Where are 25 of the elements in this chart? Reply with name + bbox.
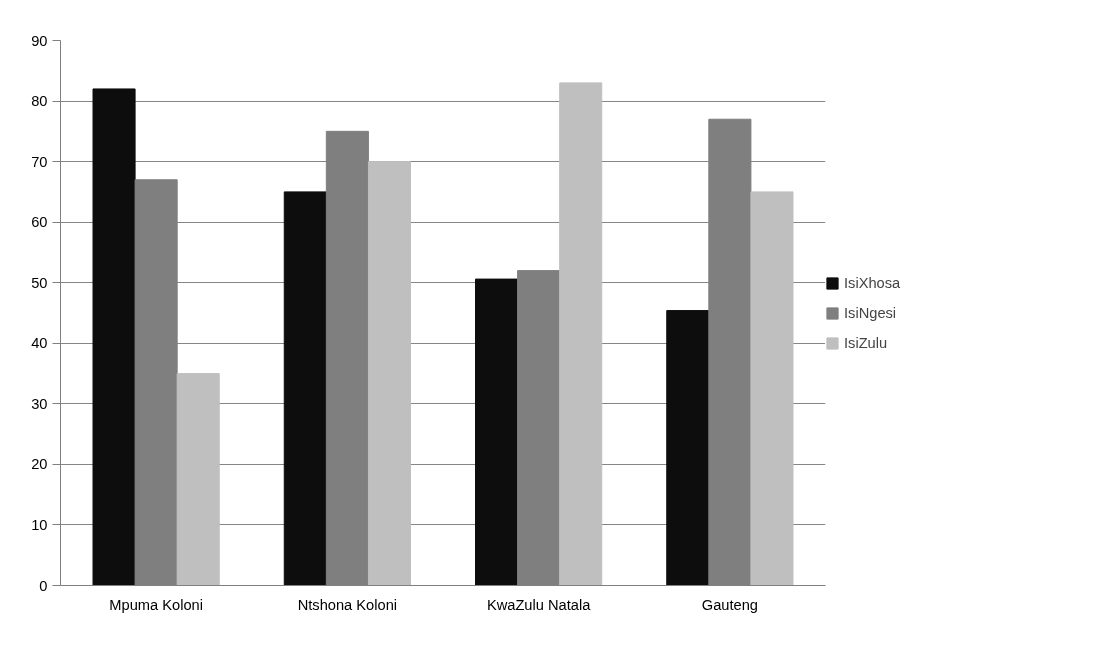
legend-label: IsiZulu xyxy=(844,334,889,351)
y-tick-label: 10 xyxy=(31,516,48,533)
x-tick-label: Mpuma Koloni xyxy=(109,596,203,613)
bar xyxy=(176,373,220,586)
bar xyxy=(475,278,519,586)
bar xyxy=(92,88,136,586)
bar xyxy=(283,191,327,586)
x-tick-label: Ntshona Koloni xyxy=(297,596,398,613)
y-tick-label: 90 xyxy=(31,32,48,49)
y-tick-label: 20 xyxy=(31,456,48,473)
y-tick-label: 60 xyxy=(31,214,48,231)
y-tick-label: 0 xyxy=(39,577,48,594)
bar xyxy=(559,82,603,586)
y-tick-label: 70 xyxy=(31,153,48,170)
bar xyxy=(666,310,710,586)
legend-label: IsiXhosa xyxy=(844,274,902,291)
y-tick-label: 40 xyxy=(31,335,48,352)
legend-label: IsiNgesi xyxy=(844,304,898,321)
x-tick-label: KwaZulu Natala xyxy=(486,596,592,613)
bar xyxy=(367,161,411,586)
y-tick-label: 50 xyxy=(31,274,48,291)
bar xyxy=(750,191,794,586)
y-tick-label: 80 xyxy=(31,93,48,110)
x-tick-label: Gauteng xyxy=(701,596,758,613)
y-tick-label: 30 xyxy=(31,395,48,412)
